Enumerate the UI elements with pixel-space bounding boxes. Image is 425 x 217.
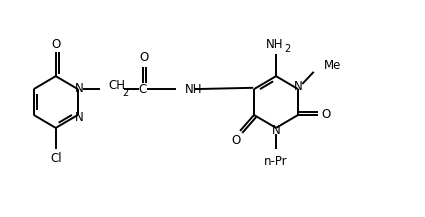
Text: O: O [140,51,149,64]
Text: n-Pr: n-Pr [264,155,288,168]
Text: N: N [75,82,84,95]
Text: NH: NH [266,38,283,51]
Text: CH: CH [108,79,125,92]
Text: Cl: Cl [50,152,62,164]
Text: 2: 2 [122,88,128,98]
Text: C: C [139,83,147,96]
Text: N: N [294,80,303,93]
Text: 2: 2 [284,44,290,54]
Text: N: N [75,111,84,124]
Text: O: O [321,108,330,122]
Text: O: O [231,134,241,147]
Text: O: O [51,38,60,51]
Text: N: N [272,124,280,137]
Text: NH: NH [184,83,202,96]
Text: Me: Me [323,59,341,72]
